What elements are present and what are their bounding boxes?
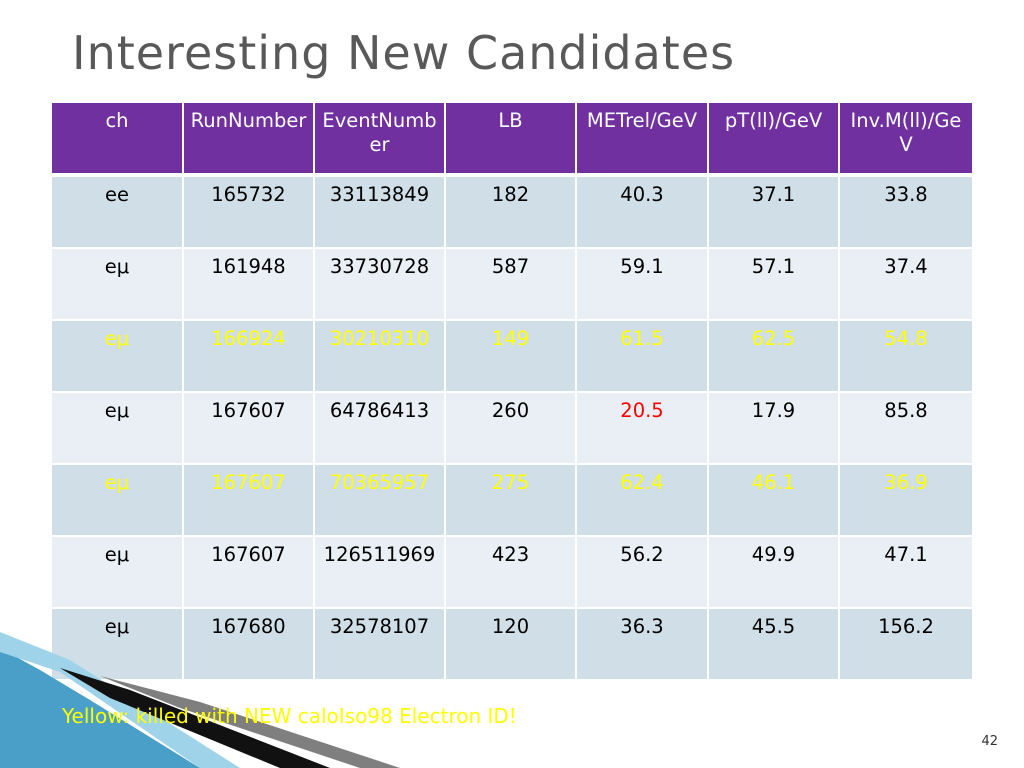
cell-inv-mass: 47.1 <box>838 535 974 609</box>
cell-pt-ll: 46.1 <box>707 463 840 537</box>
header-metrel: METrel/GeV <box>575 101 709 177</box>
cell-metrel: 59.1 <box>575 247 709 321</box>
cell-inv-mass: 156.2 <box>838 607 974 681</box>
cell-lb: 182 <box>444 174 577 249</box>
cell-inv-mass: 33.8 <box>838 174 974 249</box>
cell-metrel: 36.3 <box>575 607 709 681</box>
cell-ch: eμ <box>50 319 184 393</box>
cell-run-number: 166924 <box>182 319 315 393</box>
cell-ch: eμ <box>50 535 184 609</box>
cell-pt-ll: 37.1 <box>707 174 840 249</box>
table-row: eμ 167607 70365957 275 62.4 46.1 36.9 <box>50 463 974 537</box>
cell-event-number: 64786413 <box>313 391 446 465</box>
cell-event-number: 33113849 <box>313 174 446 249</box>
cell-metrel: 56.2 <box>575 535 709 609</box>
table-row: ee 165732 33113849 182 40.3 37.1 33.8 <box>50 174 974 249</box>
cell-run-number: 167607 <box>182 535 315 609</box>
header-inv-mass: Inv.M(ll)/GeV <box>838 101 974 177</box>
cell-metrel: 20.5 <box>575 391 709 465</box>
cell-inv-mass: 54.8 <box>838 319 974 393</box>
cell-event-number: 33730728 <box>313 247 446 321</box>
cell-run-number: 165732 <box>182 174 315 249</box>
page-number: 42 <box>981 734 998 749</box>
table-row: eμ 167680 32578107 120 36.3 45.5 156.2 <box>50 607 974 681</box>
cell-pt-ll: 45.5 <box>707 607 840 681</box>
cell-ch: eμ <box>50 247 184 321</box>
table-row: eμ 167607 64786413 260 20.5 17.9 85.8 <box>50 391 974 465</box>
footnote-yellow-note: Yellow: killed with NEW caloIso98 Electr… <box>62 704 517 728</box>
table-row: eμ 161948 33730728 587 59.1 57.1 37.4 <box>50 247 974 321</box>
cell-pt-ll: 49.9 <box>707 535 840 609</box>
table-header-row: ch RunNumber EventNumber LB METrel/GeV p… <box>50 101 974 177</box>
cell-lb: 149 <box>444 319 577 393</box>
cell-event-number: 30210310 <box>313 319 446 393</box>
cell-lb: 275 <box>444 463 577 537</box>
cell-inv-mass: 85.8 <box>838 391 974 465</box>
cell-event-number: 70365957 <box>313 463 446 537</box>
cell-ch: eμ <box>50 391 184 465</box>
header-ch: ch <box>50 101 184 177</box>
cell-run-number: 167680 <box>182 607 315 681</box>
cell-ch: ee <box>50 174 184 249</box>
cell-run-number: 167607 <box>182 463 315 537</box>
cell-event-number: 32578107 <box>313 607 446 681</box>
header-run-number: RunNumber <box>182 101 315 177</box>
header-event-number: EventNumber <box>313 101 446 177</box>
cell-run-number: 161948 <box>182 247 315 321</box>
cell-pt-ll: 62.5 <box>707 319 840 393</box>
cell-metrel: 61.5 <box>575 319 709 393</box>
cell-lb: 587 <box>444 247 577 321</box>
header-pt-ll: pT(ll)/GeV <box>707 101 840 177</box>
cell-lb: 423 <box>444 535 577 609</box>
cell-pt-ll: 17.9 <box>707 391 840 465</box>
cell-event-number: 126511969 <box>313 535 446 609</box>
table-row: eμ 167607 126511969 423 56.2 49.9 47.1 <box>50 535 974 609</box>
cell-lb: 120 <box>444 607 577 681</box>
cell-inv-mass: 36.9 <box>838 463 974 537</box>
candidates-table: ch RunNumber EventNumber LB METrel/GeV p… <box>50 101 974 681</box>
header-lb: LB <box>444 101 577 177</box>
cell-pt-ll: 57.1 <box>707 247 840 321</box>
cell-run-number: 167607 <box>182 391 315 465</box>
cell-metrel: 62.4 <box>575 463 709 537</box>
table-row: eμ 166924 30210310 149 61.5 62.5 54.8 <box>50 319 974 393</box>
cell-inv-mass: 37.4 <box>838 247 974 321</box>
cell-metrel: 40.3 <box>575 174 709 249</box>
cell-ch: eμ <box>50 463 184 537</box>
cell-lb: 260 <box>444 391 577 465</box>
slide-title: Interesting New Candidates <box>72 26 736 80</box>
cell-ch: eμ <box>50 607 184 681</box>
